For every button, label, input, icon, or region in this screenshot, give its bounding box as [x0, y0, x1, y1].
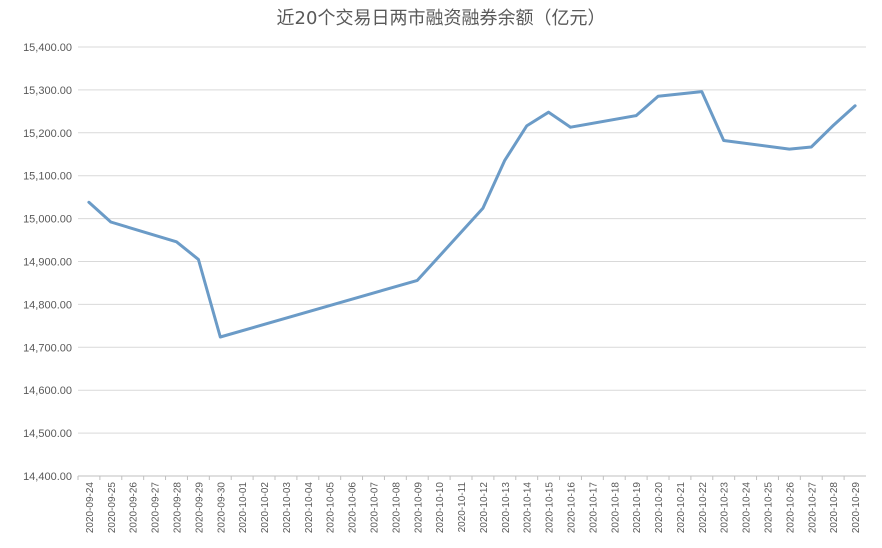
y-tick-label: 14,400.00: [23, 471, 72, 483]
y-tick-label: 14,500.00: [23, 428, 72, 440]
y-tick-label: 15,300.00: [23, 85, 72, 97]
y-tick-label: 14,800.00: [23, 299, 72, 311]
x-tick-label: 2020-10-15: [545, 482, 556, 534]
x-tick-label: 2020-10-09: [413, 482, 424, 534]
x-tick-label: 2020-10-02: [260, 482, 271, 534]
x-tick-label: 2020-09-30: [216, 482, 227, 534]
x-tick-label: 2020-10-25: [764, 482, 775, 534]
x-tick-label: 2020-09-26: [129, 482, 140, 534]
x-tick-label: 2020-10-13: [501, 482, 512, 534]
x-tick-label: 2020-10-22: [698, 482, 709, 534]
y-tick-label: 15,100.00: [23, 171, 72, 183]
series-line: [87, 90, 857, 339]
x-tick-label: 2020-09-24: [85, 482, 96, 534]
gridlines: [78, 46, 866, 477]
x-tick-label: 2020-10-12: [479, 482, 490, 534]
x-tick-label: 2020-10-24: [742, 482, 753, 534]
x-tick-label: 2020-10-21: [676, 482, 687, 534]
y-tick-label: 14,700.00: [23, 342, 72, 354]
x-tick-label: 2020-10-01: [238, 482, 249, 534]
x-tick-label: 2020-10-03: [282, 482, 293, 534]
x-tick-label: 2020-10-18: [610, 482, 621, 534]
x-tick-label: 2020-10-06: [348, 482, 359, 534]
y-axis-tick-labels: 14,400.00 14,500.00 14,600.00 14,700.00 14,8…: [23, 42, 72, 483]
y-tick-label: 15,000.00: [23, 214, 72, 226]
y-tick-label: 14,600.00: [23, 385, 72, 397]
x-tick-label: 2020-10-05: [326, 482, 337, 534]
x-tick-label: 2020-10-28: [829, 482, 840, 534]
x-tick-label: 2020-09-28: [173, 482, 184, 534]
x-tick-label: 2020-09-25: [107, 482, 118, 534]
x-tick-label: 2020-10-04: [304, 482, 315, 534]
y-tick-label: 15,200.00: [23, 128, 72, 140]
x-tick-label: 2020-10-23: [720, 482, 731, 534]
x-axis-tick-labels: 2020-09-24 2020-09-25 2020-09-26 2020-09-27…: [77, 476, 862, 534]
x-tick-label: 2020-09-29: [194, 482, 205, 534]
chart-title: 近20个交易日两市融资融券余额（亿元）: [276, 8, 606, 29]
x-tick-label: 2020-10-14: [523, 482, 534, 534]
x-tick-label: 2020-10-26: [785, 482, 796, 534]
y-tick-label: 14,900.00: [23, 257, 72, 269]
x-tick-label: 2020-10-08: [391, 482, 402, 534]
x-tick-label: 2020-10-17: [588, 482, 599, 534]
y-tick-label: 15,400.00: [23, 42, 72, 54]
x-tick-label: 2020-10-27: [807, 482, 818, 534]
x-tick-label: 2020-10-10: [435, 482, 446, 534]
x-tick-label: 2020-10-29: [851, 482, 862, 534]
x-tick-label: 2020-10-19: [632, 482, 643, 534]
x-tick-label: 2020-10-16: [567, 482, 578, 534]
x-tick-label: 2020-10-07: [370, 482, 381, 534]
x-tick-label: 2020-09-27: [151, 482, 162, 534]
x-tick-label: 2020-10-20: [654, 482, 665, 534]
series-layer: [87, 90, 857, 339]
x-tick-label: 2020-10-11: [457, 482, 468, 533]
